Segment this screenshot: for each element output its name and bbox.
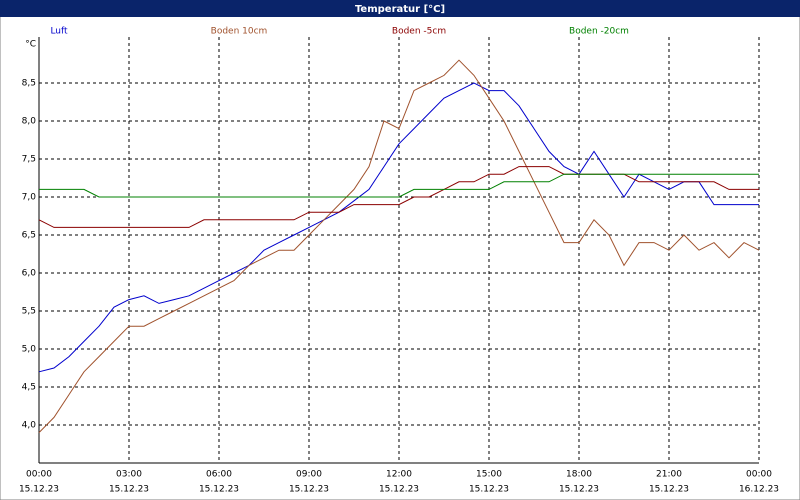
y-tick-label: 5,5 (22, 307, 36, 317)
y-unit: °C (25, 40, 36, 50)
x-tick-date: 15.12.23 (289, 485, 329, 495)
y-tick-label: 7,0 (22, 193, 37, 203)
series-line (38, 166, 759, 228)
x-tick-date: 15.12.23 (379, 485, 419, 495)
legend-label: Boden -5cm (392, 27, 446, 37)
x-tick-label: 18:00 (566, 470, 592, 480)
title-bar (0, 0, 800, 17)
x-tick-label: 06:00 (206, 470, 232, 480)
y-tick-label: 6,0 (22, 269, 37, 279)
legend-label: Boden 10cm (211, 27, 268, 37)
x-tick-date: 15.12.23 (109, 485, 149, 495)
y-tick-label: 8,0 (22, 117, 37, 127)
x-tick-date: 15.12.23 (649, 485, 689, 495)
legend-label: Luft (50, 27, 68, 37)
x-tick-label: 09:00 (296, 470, 322, 480)
y-tick-label: 8,5 (22, 79, 36, 89)
series-line (38, 59, 760, 433)
x-tick-label: 21:00 (656, 470, 682, 480)
x-tick-label: 03:00 (116, 470, 142, 480)
x-tick-label: 00:00 (746, 470, 772, 480)
x-tick-label: 15:00 (476, 470, 502, 480)
y-tick-label: 6,5 (22, 231, 36, 241)
x-tick-date: 15.12.23 (19, 485, 59, 495)
y-tick-label: 5,0 (22, 345, 37, 355)
series-line (39, 173, 759, 198)
chart-title: Temperatur [°C] (355, 4, 445, 15)
x-tick-date: 15.12.23 (559, 485, 599, 495)
x-tick-label: 00:00 (26, 470, 52, 480)
x-tick-date: 16.12.23 (739, 485, 779, 495)
y-tick-label: 4,5 (22, 383, 36, 393)
x-tick-date: 15.12.23 (199, 485, 239, 495)
y-tick-label: 4,0 (22, 421, 37, 431)
x-tick-label: 12:00 (386, 470, 412, 480)
legend-label: Boden -20cm (569, 27, 629, 37)
y-tick-label: 7,5 (22, 155, 36, 165)
x-tick-date: 15.12.23 (469, 485, 509, 495)
